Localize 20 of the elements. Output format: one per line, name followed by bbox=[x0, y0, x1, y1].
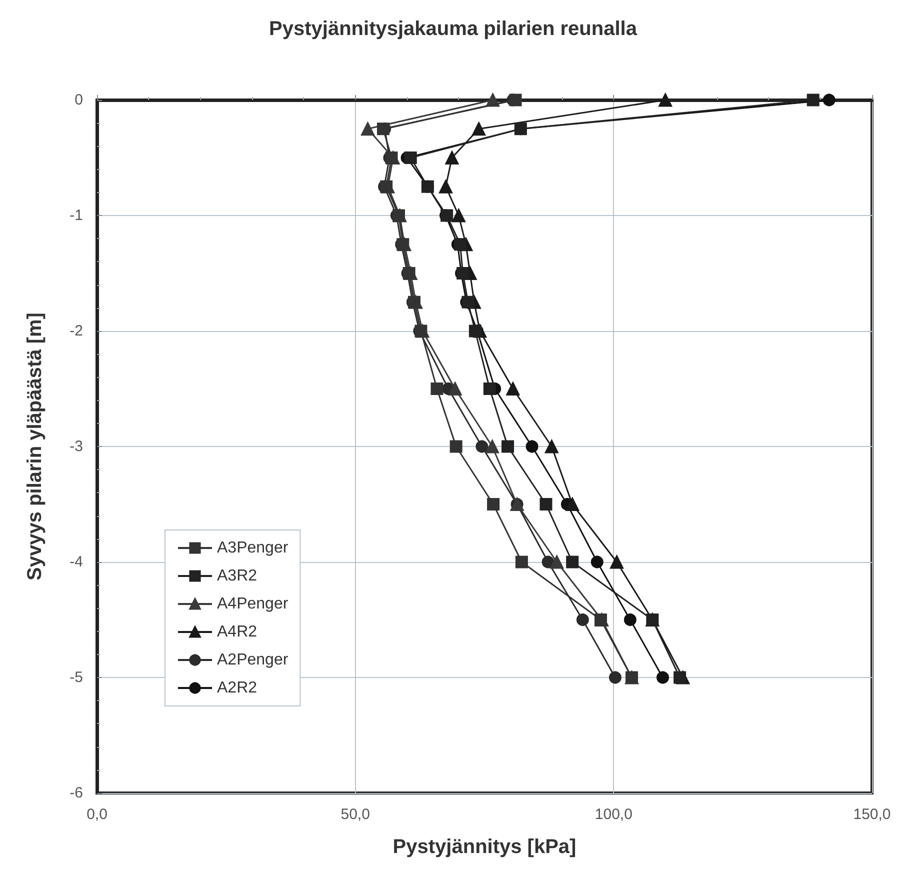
y-tick-label: -3 bbox=[70, 438, 83, 455]
y-tick-label: -1 bbox=[70, 207, 83, 224]
chart-title: Pystyjännitysjakauma pilarien reunalla bbox=[269, 18, 638, 40]
legend-label: A2R2 bbox=[217, 680, 258, 696]
x-tick-label: 0,0 bbox=[86, 806, 108, 823]
x-tick-label: 100,0 bbox=[594, 806, 632, 823]
legend-label: A4Penger bbox=[217, 596, 289, 612]
x-tick-label: 150,0 bbox=[853, 806, 891, 823]
legend-label: A4R2 bbox=[217, 624, 258, 640]
x-tick-label: 50,0 bbox=[340, 806, 370, 823]
y-tick-label: -6 bbox=[70, 784, 83, 802]
y-tick-label: -2 bbox=[70, 322, 83, 340]
y-axis-title: Syvyys pilarin yläpäästä [m] bbox=[24, 312, 46, 580]
legend-label: A2Penger bbox=[217, 652, 289, 668]
y-tick-label: 0 bbox=[74, 92, 83, 108]
x-axis-title: Pystyjännitys [kPa] bbox=[392, 836, 576, 858]
legend-label: A3Penger bbox=[217, 540, 289, 556]
y-tick-label: -5 bbox=[70, 669, 83, 686]
y-tick-label: -4 bbox=[70, 554, 83, 570]
legend-label: A3R2 bbox=[217, 568, 258, 584]
